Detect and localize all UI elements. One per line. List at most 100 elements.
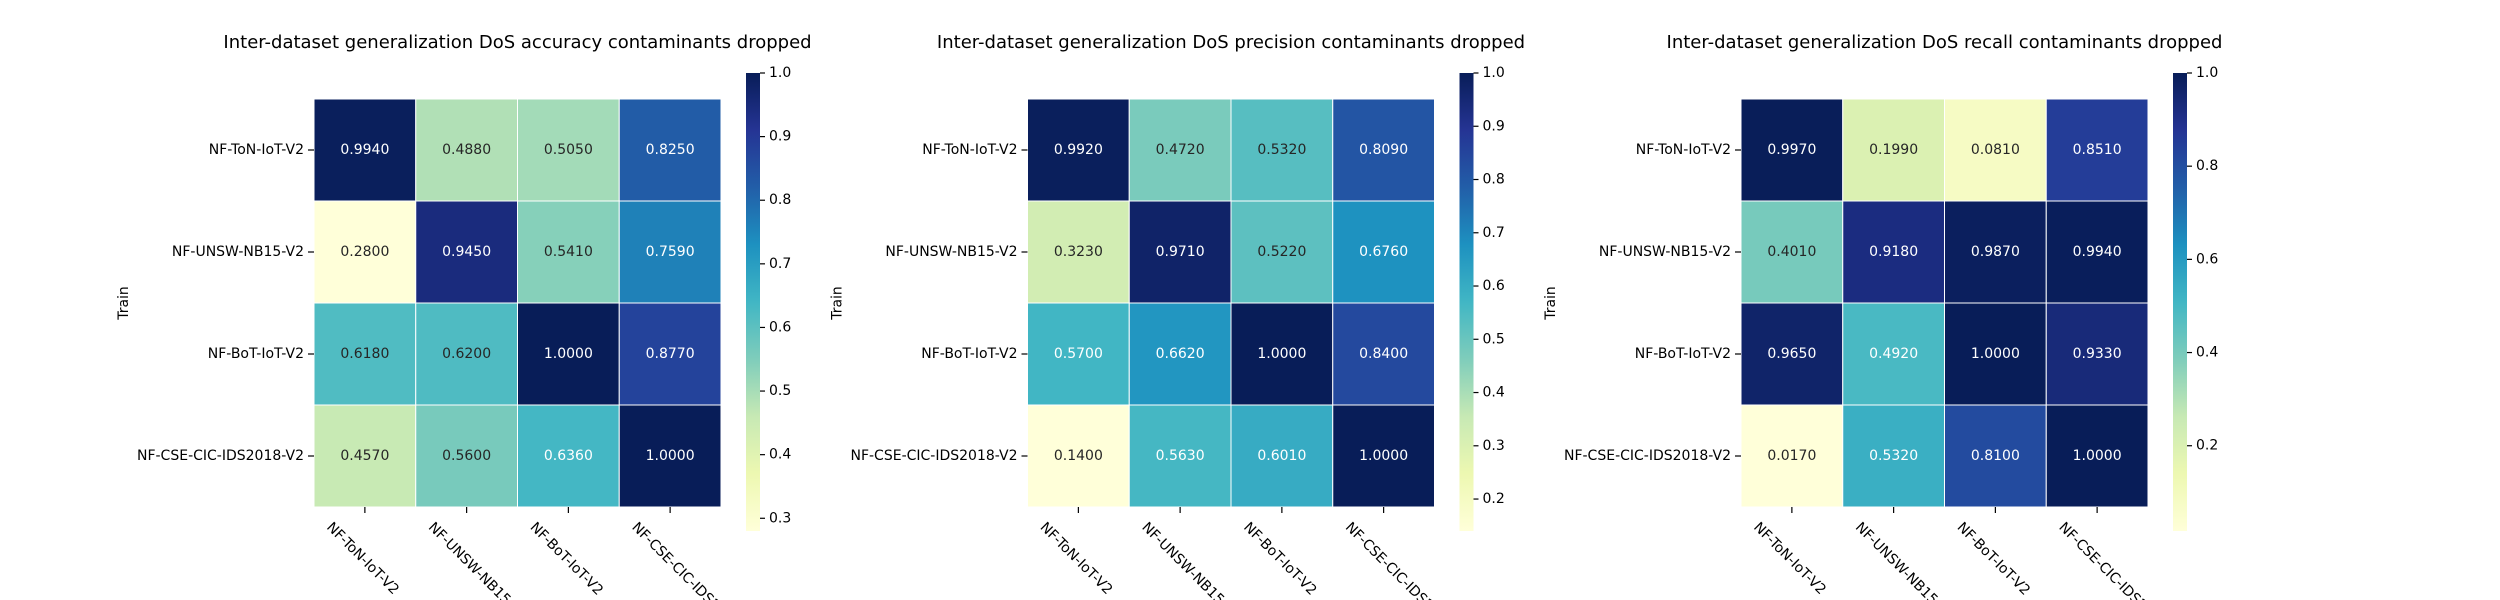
y-tick-label: NF-UNSW-NB15-V2 xyxy=(1599,244,1731,260)
cell-label: 0.5700 xyxy=(1054,346,1103,362)
colorbar-tick-label: 0.5 xyxy=(769,383,791,399)
cell-label: 0.1990 xyxy=(1869,142,1918,158)
colorbar-tick-label: 0.9 xyxy=(769,129,791,145)
heatmap-cell xyxy=(1842,404,1945,508)
colorbar-tick-label: 1.0 xyxy=(769,65,791,81)
colorbar-tick-label: 0.6 xyxy=(2196,251,2218,267)
heatmap-cell xyxy=(1128,404,1232,508)
y-tick-label: NF-CSE-CIC-IDS2018-V2 xyxy=(137,448,304,464)
cell-label: 0.2800 xyxy=(340,244,389,260)
heatmap-cell xyxy=(618,302,722,406)
colorbar-tick-label: 0.8 xyxy=(1483,172,1505,188)
heatmap-cell xyxy=(618,200,722,304)
heatmap-cell xyxy=(1027,98,1130,202)
cell-label: 0.9710 xyxy=(1156,244,1205,260)
cell-label: 0.8770 xyxy=(646,346,695,362)
colorbar-tick-label: 0.8 xyxy=(769,192,791,208)
cell-label: 0.5410 xyxy=(544,244,593,260)
cell-label: 0.8400 xyxy=(1359,346,1408,362)
heatmap-cell xyxy=(313,404,417,508)
heatmap-cell xyxy=(1230,404,1334,508)
cell-label: 0.5320 xyxy=(1869,448,1918,464)
colorbar-tick-label: 0.4 xyxy=(1483,385,1505,401)
cell-label: 0.5220 xyxy=(1257,244,1306,260)
y-axis-label: Train xyxy=(1543,286,1559,321)
cell-label: 0.4920 xyxy=(1869,346,1918,362)
heatmap-cell xyxy=(313,200,417,304)
heatmap-cell xyxy=(1944,98,2047,202)
cell-label: 0.4720 xyxy=(1156,142,1205,158)
y-tick-label: NF-UNSW-NB15-V2 xyxy=(885,244,1017,260)
cell-label: 0.9650 xyxy=(1767,346,1816,362)
colorbar-tick-label: 0.8 xyxy=(2196,158,2218,174)
cell-label: 0.8510 xyxy=(2073,142,2122,158)
heatmap-cell xyxy=(1128,200,1232,304)
cell-label: 0.8250 xyxy=(646,142,695,158)
y-tick-label: NF-ToN-IoT-V2 xyxy=(922,142,1017,158)
cell-label: 0.5320 xyxy=(1257,142,1306,158)
colorbar-tick-label: 0.5 xyxy=(1483,331,1505,347)
cell-label: 1.0000 xyxy=(544,346,593,362)
heatmap-cell xyxy=(1332,200,1435,304)
colorbar-tick-label: 0.7 xyxy=(769,256,791,272)
cell-label: 0.9920 xyxy=(1054,142,1103,158)
cell-label: 0.1400 xyxy=(1054,448,1103,464)
cell-label: 0.9940 xyxy=(2073,244,2122,260)
heatmap-cell xyxy=(313,98,417,202)
heatmap-cell xyxy=(1740,302,1844,406)
cell-label: 0.9180 xyxy=(1869,244,1918,260)
chart-title: Inter-dataset generalization DoS recall … xyxy=(1667,32,2223,53)
x-tick-label: NF-ToN-IoT-V2 xyxy=(1750,519,1829,598)
heatmap-cell xyxy=(517,98,620,202)
cell-label: 1.0000 xyxy=(1359,448,1408,464)
heatmap-cell xyxy=(1740,98,1844,202)
cell-label: 0.6760 xyxy=(1359,244,1408,260)
y-axis-label: Train xyxy=(830,286,846,321)
cell-label: 0.9940 xyxy=(340,142,389,158)
colorbar-tick-label: 0.4 xyxy=(769,447,791,463)
colorbar-tick-label: 0.7 xyxy=(1483,225,1505,241)
x-tick-label: NF-BoT-IoT-V2 xyxy=(527,519,606,598)
y-tick-label: NF-BoT-IoT-V2 xyxy=(208,346,304,362)
heatmap-cell xyxy=(2045,302,2149,406)
cell-label: 0.5630 xyxy=(1156,448,1205,464)
colorbar-tick-label: 0.9 xyxy=(1483,118,1505,134)
heatmap-cell xyxy=(415,98,518,202)
cell-label: 0.4880 xyxy=(442,142,491,158)
heatmap-cell xyxy=(415,302,518,406)
y-tick-label: NF-CSE-CIC-IDS2018-V2 xyxy=(1564,448,1731,464)
y-tick-label: NF-BoT-IoT-V2 xyxy=(1635,346,1731,362)
colorbar xyxy=(1459,73,1474,531)
x-tick-label: NF-CSE-CIC-IDS2018-V2 xyxy=(628,519,757,600)
cell-label: 0.6010 xyxy=(1257,448,1306,464)
heatmap-cell xyxy=(1944,302,2047,406)
x-tick-label: NF-CSE-CIC-IDS2018-V2 xyxy=(2055,519,2184,600)
heatmap-cell xyxy=(415,200,518,304)
cell-label: 0.3230 xyxy=(1054,244,1103,260)
heatmap-cell xyxy=(1332,404,1435,508)
heatmap-cell xyxy=(1740,200,1844,304)
cell-label: 0.8090 xyxy=(1359,142,1408,158)
heatmap-cell xyxy=(1332,98,1435,202)
colorbar-tick-label: 1.0 xyxy=(2196,65,2218,81)
heatmap-cell xyxy=(618,404,722,508)
cell-label: 0.7590 xyxy=(646,244,695,260)
colorbar-tick-label: 1.0 xyxy=(1483,65,1505,81)
heatmap-cell xyxy=(1128,302,1232,406)
colorbar-tick-label: 0.6 xyxy=(769,319,791,335)
cell-label: 0.9970 xyxy=(1767,142,1816,158)
cell-label: 1.0000 xyxy=(2073,448,2122,464)
y-tick-label: NF-BoT-IoT-V2 xyxy=(921,346,1017,362)
x-tick-label: NF-UNSW-NB15-V2 xyxy=(1138,519,1243,600)
y-tick-label: NF-ToN-IoT-V2 xyxy=(1636,142,1731,158)
cell-label: 0.0810 xyxy=(1971,142,2020,158)
x-tick-label: NF-BoT-IoT-V2 xyxy=(1240,519,1319,598)
cell-label: 0.9870 xyxy=(1971,244,2020,260)
cell-label: 0.9450 xyxy=(442,244,491,260)
colorbar-tick-label: 0.6 xyxy=(1483,278,1505,294)
x-tick-label: NF-CSE-CIC-IDS2018-V2 xyxy=(1342,519,1471,600)
colorbar-tick-label: 0.4 xyxy=(2196,345,2218,361)
heatmap-cell xyxy=(1230,98,1334,202)
heatmap-cell xyxy=(415,404,518,508)
y-tick-label: NF-CSE-CIC-IDS2018-V2 xyxy=(850,448,1017,464)
